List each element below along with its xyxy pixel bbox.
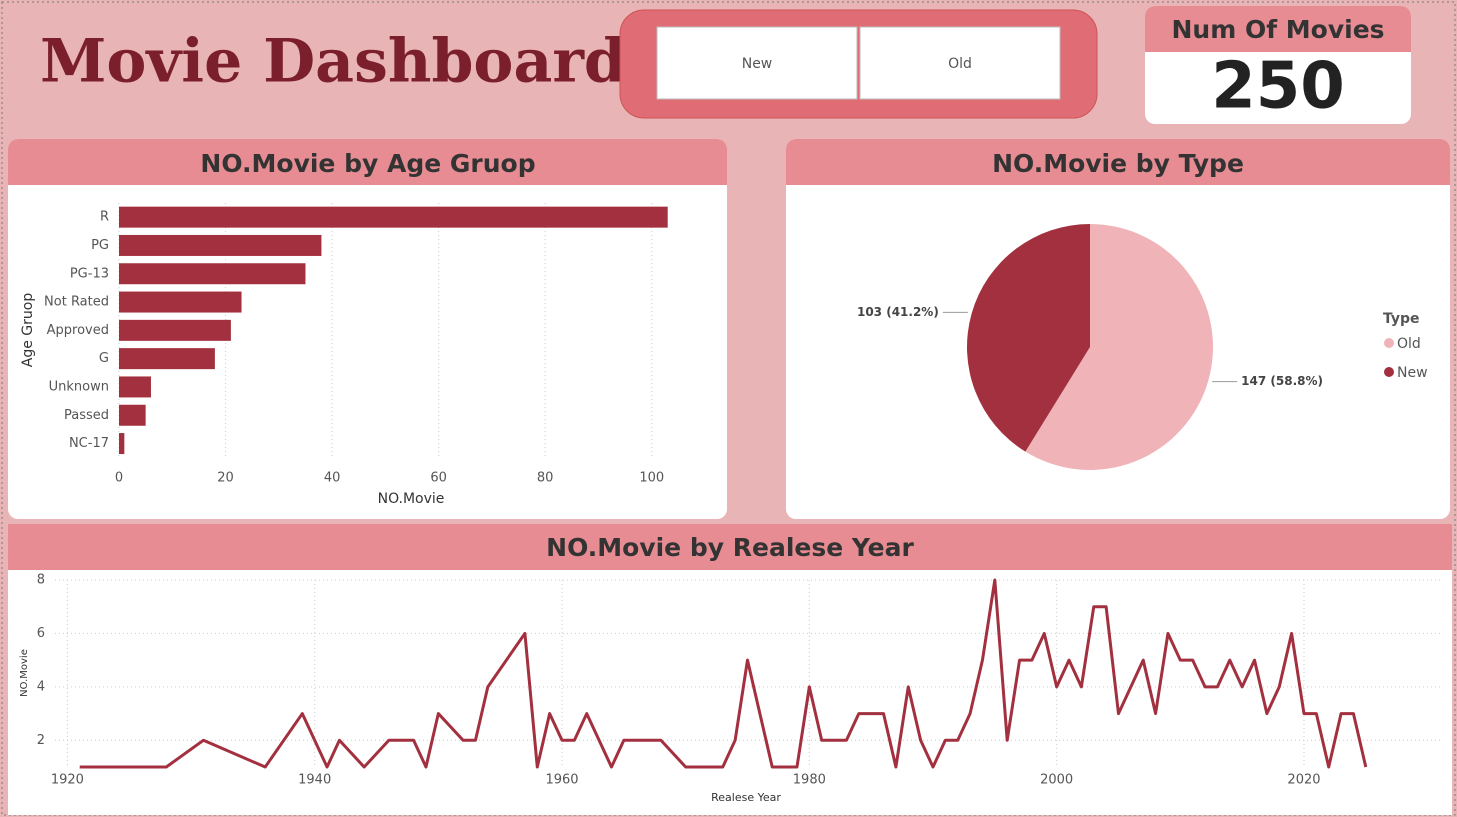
chart-title: NO.Movie by Type [992,149,1244,178]
line-series [79,578,1368,769]
bar [119,291,242,313]
x-tick-label: 1940 [298,773,331,788]
slicer-button[interactable] [859,26,1061,100]
card-header [1145,6,1411,52]
pie-slice [1025,224,1213,470]
x-tick-label: 2000 [1040,773,1073,788]
x-tick-label: 40 [324,471,341,486]
x-tick-label: 80 [537,471,554,486]
y-tick-label: G [99,351,109,366]
dashboard-title: Movie Dashboard [40,27,626,97]
pie-slice [966,224,1090,452]
legend-title: Type [1383,311,1420,327]
y-tick-label: Unknown [49,379,109,394]
panel-header [786,139,1450,185]
panel [8,524,1452,815]
y-tick-label: 4 [37,679,45,694]
x-tick-label: 2020 [1287,773,1320,788]
y-tick-label: R [100,210,109,225]
data-label: 147 (58.8%) [1241,374,1323,388]
panel [8,139,727,519]
x-tick-label: 1920 [51,773,84,788]
y-tick-label: Approved [47,323,109,338]
bar [119,234,322,256]
legend-swatch [1384,338,1394,348]
legend-label: Old [1397,336,1421,352]
slicer-label[interactable]: New [742,56,773,72]
y-axis-title: Age Gruop [20,293,36,368]
slicer-button[interactable] [656,26,858,100]
x-tick-label: 1980 [793,773,826,788]
data-label: 103 (41.2%) [857,305,939,319]
y-tick-label: 8 [37,573,45,588]
x-tick-label: 60 [430,471,447,486]
legend-label: New [1397,365,1428,381]
y-tick-label: 6 [37,626,45,641]
bar [119,404,146,426]
y-tick-label: PG-13 [70,266,109,281]
panel-header [8,139,727,185]
x-tick-label: 100 [639,471,664,486]
chart-title: NO.Movie by Age Gruop [200,149,535,178]
bar [119,263,306,285]
x-axis-title: Realese Year [711,791,781,804]
x-tick-label: 0 [115,471,123,486]
y-axis-title: NO.Movie [19,649,30,697]
bar [119,319,231,341]
y-tick-label: NC-17 [69,436,109,451]
x-tick-label: 20 [217,471,234,486]
bar [119,206,668,228]
x-tick-label: 1960 [545,773,578,788]
bar [119,376,151,398]
bar [119,348,215,370]
y-tick-label: Not Rated [44,295,109,310]
card-title: Num Of Movies [1171,15,1384,44]
card-value: 250 [1211,50,1345,124]
chart-title: NO.Movie by Realese Year [546,533,914,562]
y-tick-label: PG [91,238,109,253]
panel-header [8,524,1452,570]
legend-swatch [1384,367,1394,377]
x-axis-title: NO.Movie [378,491,445,507]
bar [119,433,125,455]
y-tick-label: Passed [64,408,109,423]
y-tick-label: 2 [37,733,45,748]
slicer-label[interactable]: Old [948,56,972,72]
